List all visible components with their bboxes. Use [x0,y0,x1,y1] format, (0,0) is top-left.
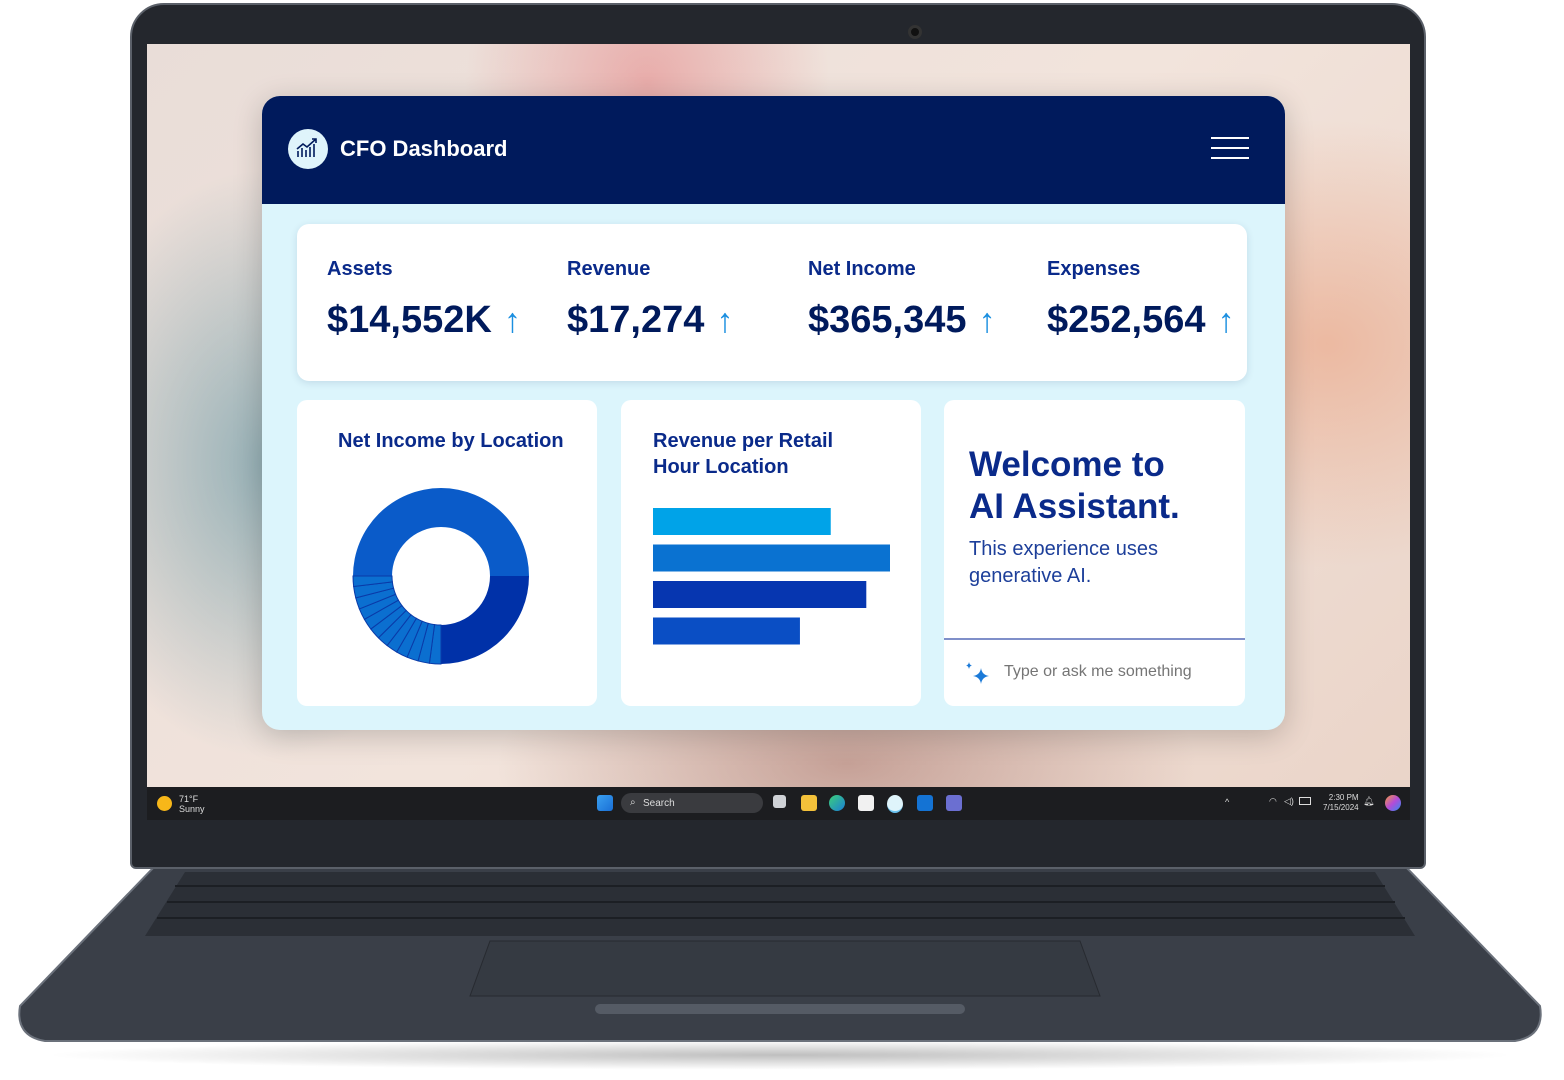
weather-temp: 71°F [179,794,199,804]
net-income-card[interactable]: Net Income by Location [297,400,597,706]
time: 2:30 PM [1328,793,1359,802]
kpi-revenue: Revenue $17,274 ↑ [567,258,733,342]
chevron-up-icon[interactable]: ^ [1225,797,1230,807]
donut-slice [353,488,529,576]
arrow-up-icon: ↑ [503,302,521,340]
revenue-card[interactable]: Revenue per Retail Hour Location [621,400,921,706]
kpi-label: Net Income [808,258,916,280]
volume-icon[interactable]: ◁) [1284,796,1294,806]
copilot-icon[interactable] [1385,795,1401,811]
dashboard-window: CFO Dashboard Assets $14,552K ↑ Revenue $17… [262,96,1285,730]
search-label: Search [643,798,675,809]
file-explorer-icon[interactable] [801,795,817,811]
arrow-up-icon: ↑ [716,302,734,340]
bar [653,544,890,572]
sun-icon [157,796,172,811]
search-box[interactable]: ⌕ Search [621,793,763,813]
bar-chart [653,508,890,645]
header: CFO Dashboard [262,96,1285,204]
screen: CFO Dashboard Assets $14,552K ↑ Revenue $17… [147,44,1410,820]
chart-title: Net Income by Location [338,430,564,452]
teams-icon[interactable] [946,795,962,811]
clock[interactable]: 2:30 PM 7/15/2024 [1323,793,1359,813]
assistant-description: This experience uses generative AI. [969,538,1158,587]
arrow-up-icon: ↑ [978,302,996,340]
date: 7/15/2024 [1323,803,1359,812]
kpi-label: Expenses [1047,258,1141,280]
ai-assistant-card: Welcome to AI Assistant. This experience… [944,400,1245,706]
bar [653,617,800,645]
chart-growth-icon [288,129,328,169]
donut-chart [352,488,529,665]
donut-slice [352,575,393,588]
donut-slice [441,576,529,664]
assistant-input[interactable] [1002,662,1226,682]
wifi-icon[interactable]: ◠ [1269,796,1277,806]
app-title: CFO Dashboard [340,136,508,161]
bar [653,581,867,608]
kpi-value: $17,274 [567,299,705,341]
kpi-value: $252,564 [1047,299,1206,341]
laptop-base [18,866,1542,1042]
laptop-shadow [40,1040,1520,1070]
windows-start-icon[interactable] [597,795,613,811]
chart-title: Revenue per Retail Hour Location [653,430,834,478]
kpi-assets: Assets $14,552K ↑ [327,258,521,342]
weather-widget[interactable]: 71°F Sunny [179,794,205,814]
taskbar: 71°F Sunny ⌕ Search ^ ◠ ◁) 2:30 PM 7/15/20… [147,787,1410,820]
webcam [908,25,922,39]
kpi-net-income: Net Income $365,345 ↑ [808,258,996,342]
assistant-input-area [944,638,1245,706]
hamburger-menu-icon[interactable] [1211,137,1249,159]
edge-icon[interactable] [829,795,845,811]
weather-condition: Sunny [179,804,205,814]
outlook-icon[interactable] [917,795,933,811]
notification-bell-icon[interactable]: 🔔︎ [1363,796,1375,806]
kpi-summary-card: Assets $14,552K ↑ Revenue $17,274 ↑ Net Inco… [297,224,1247,381]
bar [653,508,831,535]
search-icon: ⌕ [630,797,636,808]
kpi-expenses: Expenses $252,564 ↑ [1047,258,1235,342]
arrow-up-icon: ↑ [1217,302,1235,340]
assistant-heading-2: AI Assistant. [969,487,1180,526]
kpi-label: Assets [327,258,393,280]
kpi-label: Revenue [567,258,651,280]
store-icon[interactable] [858,795,874,811]
sparkle-icon [966,662,989,684]
kpi-value: $365,345 [808,299,967,341]
cfo-dashboard-app-icon[interactable] [887,795,903,813]
assistant-heading-1: Welcome to [969,445,1165,484]
battery-icon[interactable] [1299,797,1311,805]
kpi-value: $14,552K [327,299,492,341]
task-view-icon[interactable] [773,795,786,808]
